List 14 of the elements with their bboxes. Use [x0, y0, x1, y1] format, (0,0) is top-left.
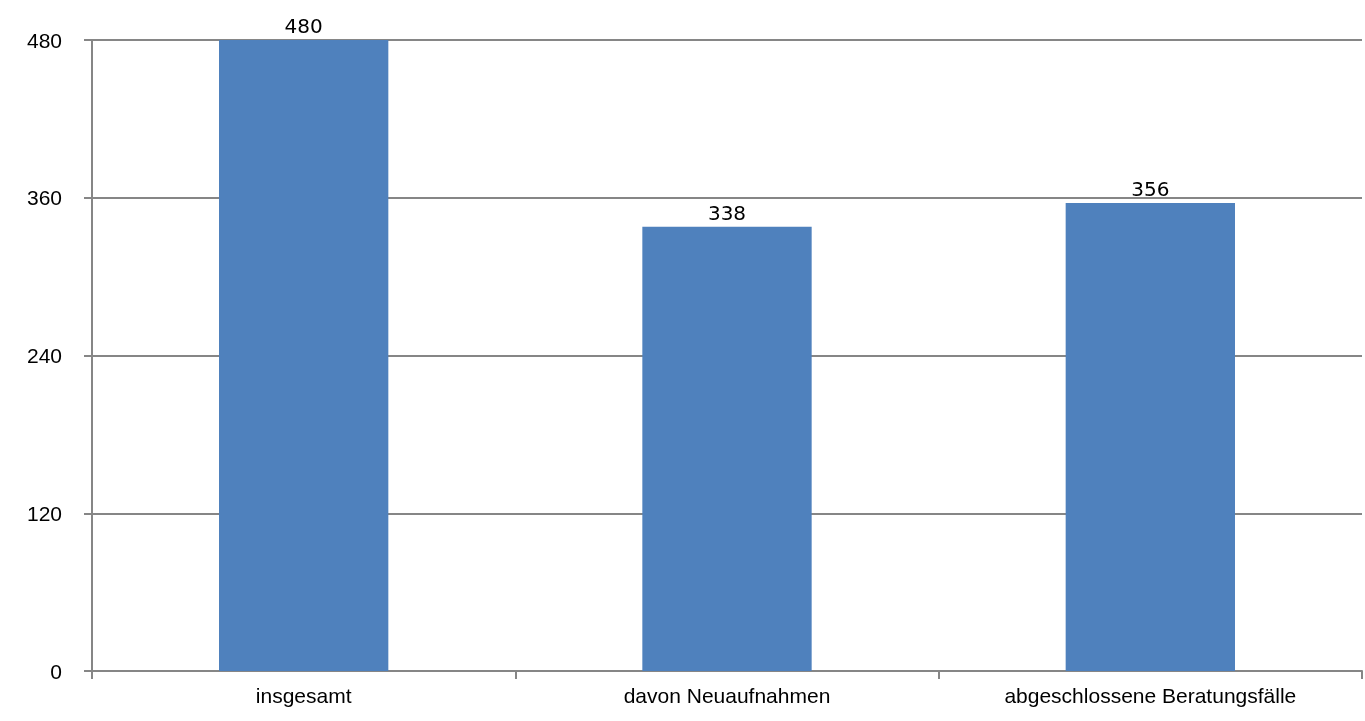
y-tick-label: 480 — [26, 28, 62, 52]
y-tick-label: 240 — [26, 344, 62, 367]
y-tick-label: 0 — [50, 659, 62, 683]
x-tick-label: davon Neuaufnahmen — [623, 684, 831, 707]
bar — [219, 40, 389, 671]
x-tick-label: insgesamt — [255, 684, 352, 707]
data-label: 480 — [284, 14, 323, 38]
bar — [642, 226, 812, 671]
data-label: 356 — [1131, 177, 1170, 202]
y-tick-label: 120 — [26, 501, 62, 525]
bar — [1065, 203, 1235, 671]
x-tick-label: abgeschlossene Beratungsfälle — [1004, 684, 1297, 707]
y-tick-label: 360 — [26, 186, 62, 210]
data-label: 338 — [707, 200, 747, 225]
